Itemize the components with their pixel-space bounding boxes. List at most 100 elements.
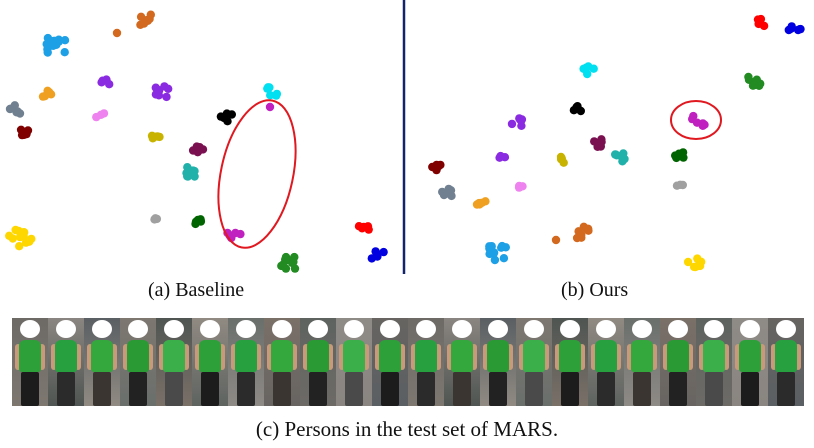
embedding-point [485, 249, 494, 259]
cluster-magenta-ours [688, 111, 709, 130]
highlight-ellipse-baseline [217, 99, 297, 249]
embedding-point [192, 142, 201, 151]
person-image [732, 318, 768, 406]
embedding-point [160, 82, 169, 91]
embedding-point [191, 217, 201, 226]
embedding-point [112, 28, 122, 38]
person-image [768, 318, 804, 406]
person-image [372, 318, 408, 406]
embedding-point [517, 121, 526, 130]
cluster-orange-ours [572, 222, 593, 243]
embedding-point [97, 78, 106, 87]
cluster-green-ours [744, 72, 765, 91]
cluster-gray [150, 214, 162, 224]
cluster-darkgreen-ours [671, 148, 688, 163]
embedding-point [593, 142, 602, 151]
cluster-slate-ours [438, 184, 456, 201]
cluster-magenta-outlier [265, 102, 275, 112]
embedding-point [359, 222, 368, 232]
embedding-point [474, 198, 484, 208]
caption-ours: (b) Ours [561, 279, 629, 301]
embedding-point [162, 92, 171, 102]
embedding-point [507, 119, 517, 129]
person-image [264, 318, 300, 406]
cluster-lightblue [42, 33, 70, 57]
embedding-point [15, 242, 24, 251]
embedding-point [499, 254, 509, 263]
cluster-darkgreen [191, 215, 206, 229]
cluster-yellow-ours [683, 254, 706, 272]
embedding-point [190, 166, 199, 176]
embedding-point [517, 115, 527, 124]
embedding-point [689, 111, 698, 121]
embedding-point [514, 183, 524, 192]
embedding-point [105, 80, 114, 89]
embedding-point [151, 83, 160, 92]
tsne-figure [5, 0, 805, 274]
embedding-point [43, 45, 52, 54]
embedding-point [495, 153, 504, 162]
embedding-point [183, 172, 193, 181]
embedding-point [25, 237, 34, 246]
person-image [48, 318, 84, 406]
person-image [12, 318, 48, 406]
embedding-point [5, 104, 15, 114]
cluster-orange [136, 10, 155, 29]
caption-baseline: (a) Baseline [148, 279, 245, 301]
embedding-point [683, 257, 693, 267]
cluster-violet [151, 82, 173, 102]
cluster-violet-ours [507, 114, 527, 130]
cluster-green [277, 252, 300, 273]
embedding-point [151, 90, 161, 99]
person-image [660, 318, 696, 406]
cluster-maroon [16, 125, 33, 140]
person-image-strip [12, 318, 808, 406]
cluster-teal-ours [611, 149, 629, 166]
person-image [300, 318, 336, 406]
person-image [444, 318, 480, 406]
embedding-point [22, 129, 31, 139]
embedding-point [272, 91, 281, 100]
embedding-point [379, 247, 388, 257]
person-image [156, 318, 192, 406]
cluster-amber-ours [472, 197, 490, 209]
embedding-point [11, 225, 20, 235]
embedding-point [372, 249, 381, 258]
embedding-point [231, 228, 240, 238]
embedding-point [12, 108, 21, 117]
embedding-point [691, 262, 700, 272]
embedding-point [446, 190, 455, 200]
cluster-pink [92, 109, 109, 122]
embedding-point [265, 102, 275, 112]
embedding-point [756, 14, 766, 24]
cluster-plum [188, 142, 208, 157]
embedding-point [47, 38, 56, 47]
person-image [552, 318, 588, 406]
cluster-violet-small [97, 75, 114, 89]
cluster-yellow [5, 225, 36, 251]
highlight-ellipse-ours [670, 100, 722, 140]
embedding-point [678, 148, 688, 157]
embedding-point [151, 214, 160, 223]
embedding-point [618, 157, 627, 166]
embedding-point [139, 19, 149, 28]
cluster-black [216, 109, 236, 126]
person-image [84, 318, 120, 406]
embedding-point [584, 226, 593, 235]
person-image [120, 318, 156, 406]
embedding-point [290, 264, 300, 273]
embedding-point [497, 243, 506, 252]
embedding-point [281, 264, 291, 273]
embedding-point [289, 257, 298, 267]
cluster-maroon-ours [428, 160, 445, 175]
embedding-point [577, 230, 586, 239]
cluster-violet-small-ours [495, 151, 510, 162]
embedding-point [744, 72, 753, 82]
person-image [228, 318, 264, 406]
embedding-point [589, 64, 598, 73]
cluster-plum-ours [590, 135, 606, 151]
caption-persons: (c) Persons in the test set of MARS. [255, 417, 559, 441]
embedding-point [796, 24, 805, 34]
person-image [624, 318, 660, 406]
embedding-point [92, 112, 101, 122]
